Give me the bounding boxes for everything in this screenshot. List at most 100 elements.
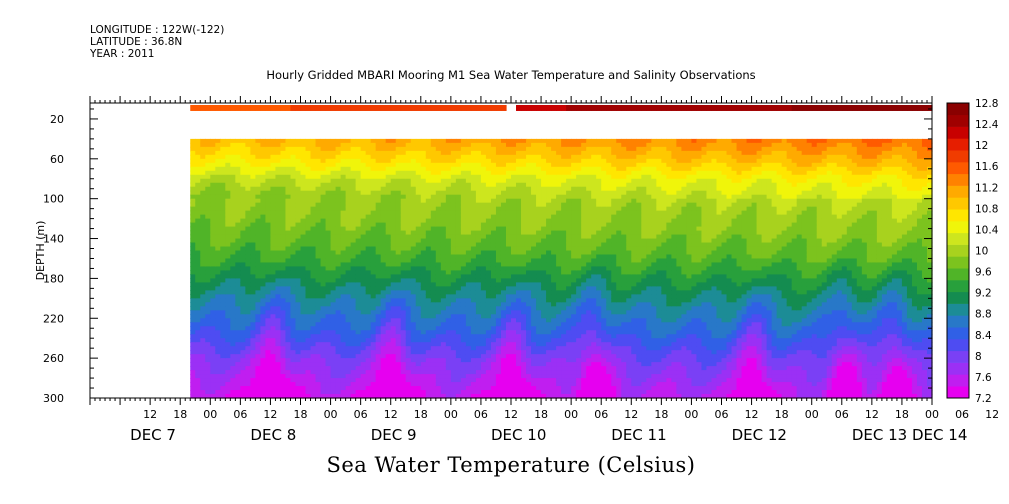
heatmap-cell: [265, 154, 272, 160]
heatmap-cell: [556, 254, 562, 260]
heatmap-cell: [435, 322, 442, 327]
heatmap-cell: [571, 274, 577, 280]
heatmap-cell: [350, 386, 357, 391]
heatmap-cell: [350, 142, 357, 148]
heatmap-cell: [511, 138, 517, 144]
heatmap-cell: [265, 222, 272, 228]
heatmap-cell: [260, 390, 267, 395]
heatmap-cell: [495, 242, 502, 248]
heatmap-cell: [490, 306, 497, 311]
heatmap-cell: [445, 206, 452, 212]
heatmap-cell: [440, 290, 447, 295]
heatmap-cell: [220, 362, 226, 367]
heatmap-cell: [230, 254, 236, 260]
heatmap-cell: [445, 298, 452, 303]
heatmap-cell: [521, 366, 527, 371]
heatmap-cell: [465, 390, 472, 395]
heatmap-cell: [526, 334, 532, 339]
heatmap-cell: [300, 354, 307, 359]
heatmap-cell: [541, 382, 547, 387]
heatmap-cell: [335, 334, 342, 339]
heatmap-cell: [375, 246, 382, 252]
heatmap-cell: [370, 258, 377, 264]
heatmap-cell: [410, 274, 417, 280]
heatmap-cell: [566, 354, 572, 359]
heatmap-cell: [505, 290, 512, 295]
heatmap-cell: [285, 306, 292, 311]
heatmap-cell: [470, 334, 477, 339]
heatmap-cell: [500, 338, 507, 343]
heatmap-cell: [526, 262, 532, 268]
heatmap-cell: [450, 386, 457, 391]
heatmap-cell: [445, 266, 452, 272]
heatmap-cell: [480, 146, 487, 152]
heatmap-cell: [571, 150, 577, 156]
heatmap-cell: [516, 162, 522, 168]
heatmap-cell: [485, 294, 492, 299]
heatmap-cell: [305, 386, 312, 391]
heatmap-cell: [275, 330, 282, 335]
heatmap-cell: [475, 190, 482, 196]
heatmap-cell: [460, 354, 467, 359]
heatmap-cell: [305, 254, 312, 260]
heatmap-cell: [325, 354, 332, 359]
heatmap-cell: [300, 222, 307, 228]
heatmap-cell: [295, 326, 302, 331]
heatmap-cell: [200, 254, 206, 260]
heatmap-cell: [290, 374, 297, 379]
heatmap-cell: [215, 298, 221, 303]
heatmap-cell: [190, 334, 196, 339]
heatmap-cell: [511, 378, 517, 383]
heatmap-cell: [310, 258, 317, 264]
heatmap-cell: [571, 270, 577, 276]
heatmap-cell: [375, 386, 382, 391]
heatmap-cell: [280, 142, 287, 148]
heatmap-cell: [345, 230, 352, 236]
heatmap-cell: [340, 310, 347, 315]
heatmap-cell: [375, 218, 382, 224]
heatmap-cell: [365, 382, 372, 387]
heatmap-cell: [475, 266, 482, 272]
heatmap-cell: [340, 394, 347, 399]
heatmap-cell: [511, 158, 517, 164]
heatmap-cell: [445, 250, 452, 256]
heatmap-cell: [526, 374, 532, 379]
heatmap-cell: [425, 146, 432, 152]
heatmap-cell: [360, 334, 367, 339]
heatmap-cell: [240, 230, 246, 236]
heatmap-cell: [561, 354, 567, 359]
heatmap-cell: [325, 234, 332, 240]
heatmap-cell: [556, 346, 562, 351]
heatmap-cell: [360, 138, 367, 144]
heatmap-cell: [526, 282, 532, 287]
heatmap-cell: [450, 290, 457, 295]
heatmap-cell: [460, 250, 467, 256]
heatmap-cell: [235, 166, 241, 172]
heatmap-cell: [490, 314, 497, 319]
heatmap-cell: [475, 254, 482, 260]
heatmap-cell: [460, 142, 467, 148]
heatmap-cell: [425, 266, 432, 272]
heatmap-cell: [250, 158, 256, 164]
heatmap-cell: [355, 190, 362, 196]
heatmap-cell: [340, 230, 347, 236]
heatmap-cell: [495, 386, 502, 391]
heatmap-cell: [405, 346, 412, 351]
heatmap-cell: [380, 274, 387, 280]
heatmap-cell: [516, 226, 522, 232]
heatmap-cell: [445, 270, 452, 276]
heatmap-cell: [190, 254, 196, 260]
heatmap-cell: [280, 306, 287, 311]
heatmap-cell: [526, 150, 532, 156]
heatmap-cell: [390, 290, 397, 295]
heatmap-cell: [440, 334, 447, 339]
heatmap-cell: [546, 366, 552, 371]
heatmap-cell: [310, 170, 317, 176]
heatmap-cell: [430, 266, 437, 272]
heatmap-cell: [430, 326, 437, 331]
heatmap-cell: [315, 326, 322, 331]
heatmap-cell: [310, 238, 317, 244]
heatmap-cell: [561, 158, 567, 164]
heatmap-cell: [195, 358, 201, 363]
heatmap-cell: [485, 302, 492, 307]
